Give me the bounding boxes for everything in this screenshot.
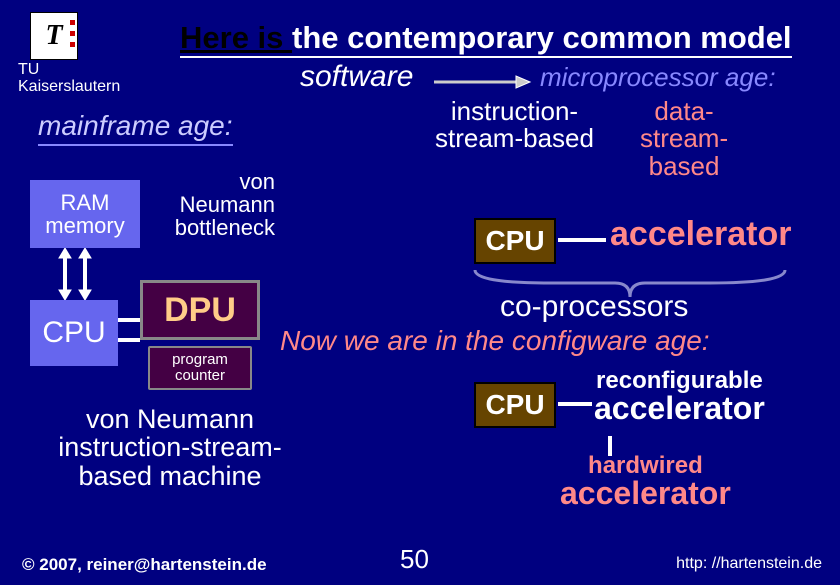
ram-cpu-connector [55,248,101,300]
reconfigurable-accelerator-label: reconfigurable accelerator [594,370,765,424]
ram-memory-box: RAM memory [30,180,140,248]
coprocessors-label: co-processors [500,290,688,324]
von-neumann-machine-label: von Neumann instruction-stream- based ma… [20,405,320,490]
slide-title: Here is the contemporary common model [180,20,792,58]
von-neumann-bottleneck-label: von Neumann bottleneck [145,170,275,239]
hardwired-accelerator-label: hardwired accelerator [560,455,731,509]
uni-logo: T [30,12,78,60]
cpu-accel-connector [558,238,606,242]
cpu-reconf-connector [558,402,592,406]
slide-number: 50 [400,544,429,575]
cpu-mid-box: CPU [474,218,556,264]
logo-letter: T [45,20,62,52]
accelerator-mid-label: accelerator [610,215,791,254]
instruction-stream-label: instruction-stream-based [435,98,594,153]
microprocessor-age-label: microprocessor age: [540,62,776,93]
logo-dots [70,20,75,47]
data-stream-label: data-stream-based [640,98,728,180]
software-label: software [300,60,413,94]
cpu-bottom-box: CPU [474,382,556,428]
title-emphasis: Here is [180,20,292,55]
configware-age-label: Now we are in the configware age: [280,325,710,357]
cpu-left-box: CPU [30,300,118,366]
mainframe-age-label: mainframe age: [38,110,233,146]
software-to-micro-arrow [432,72,532,92]
cpu-dpu-connector [118,310,140,354]
dpu-box: DPU [140,280,260,340]
title-rest: the contemporary common model [292,20,792,55]
footer-copyright: © 2007, reiner@hartenstein.de [22,555,267,575]
university-name: TU Kaiserslautern [18,62,120,96]
program-counter-box: program counter [148,346,252,390]
footer-url: http: //hartenstein.de [676,555,822,573]
